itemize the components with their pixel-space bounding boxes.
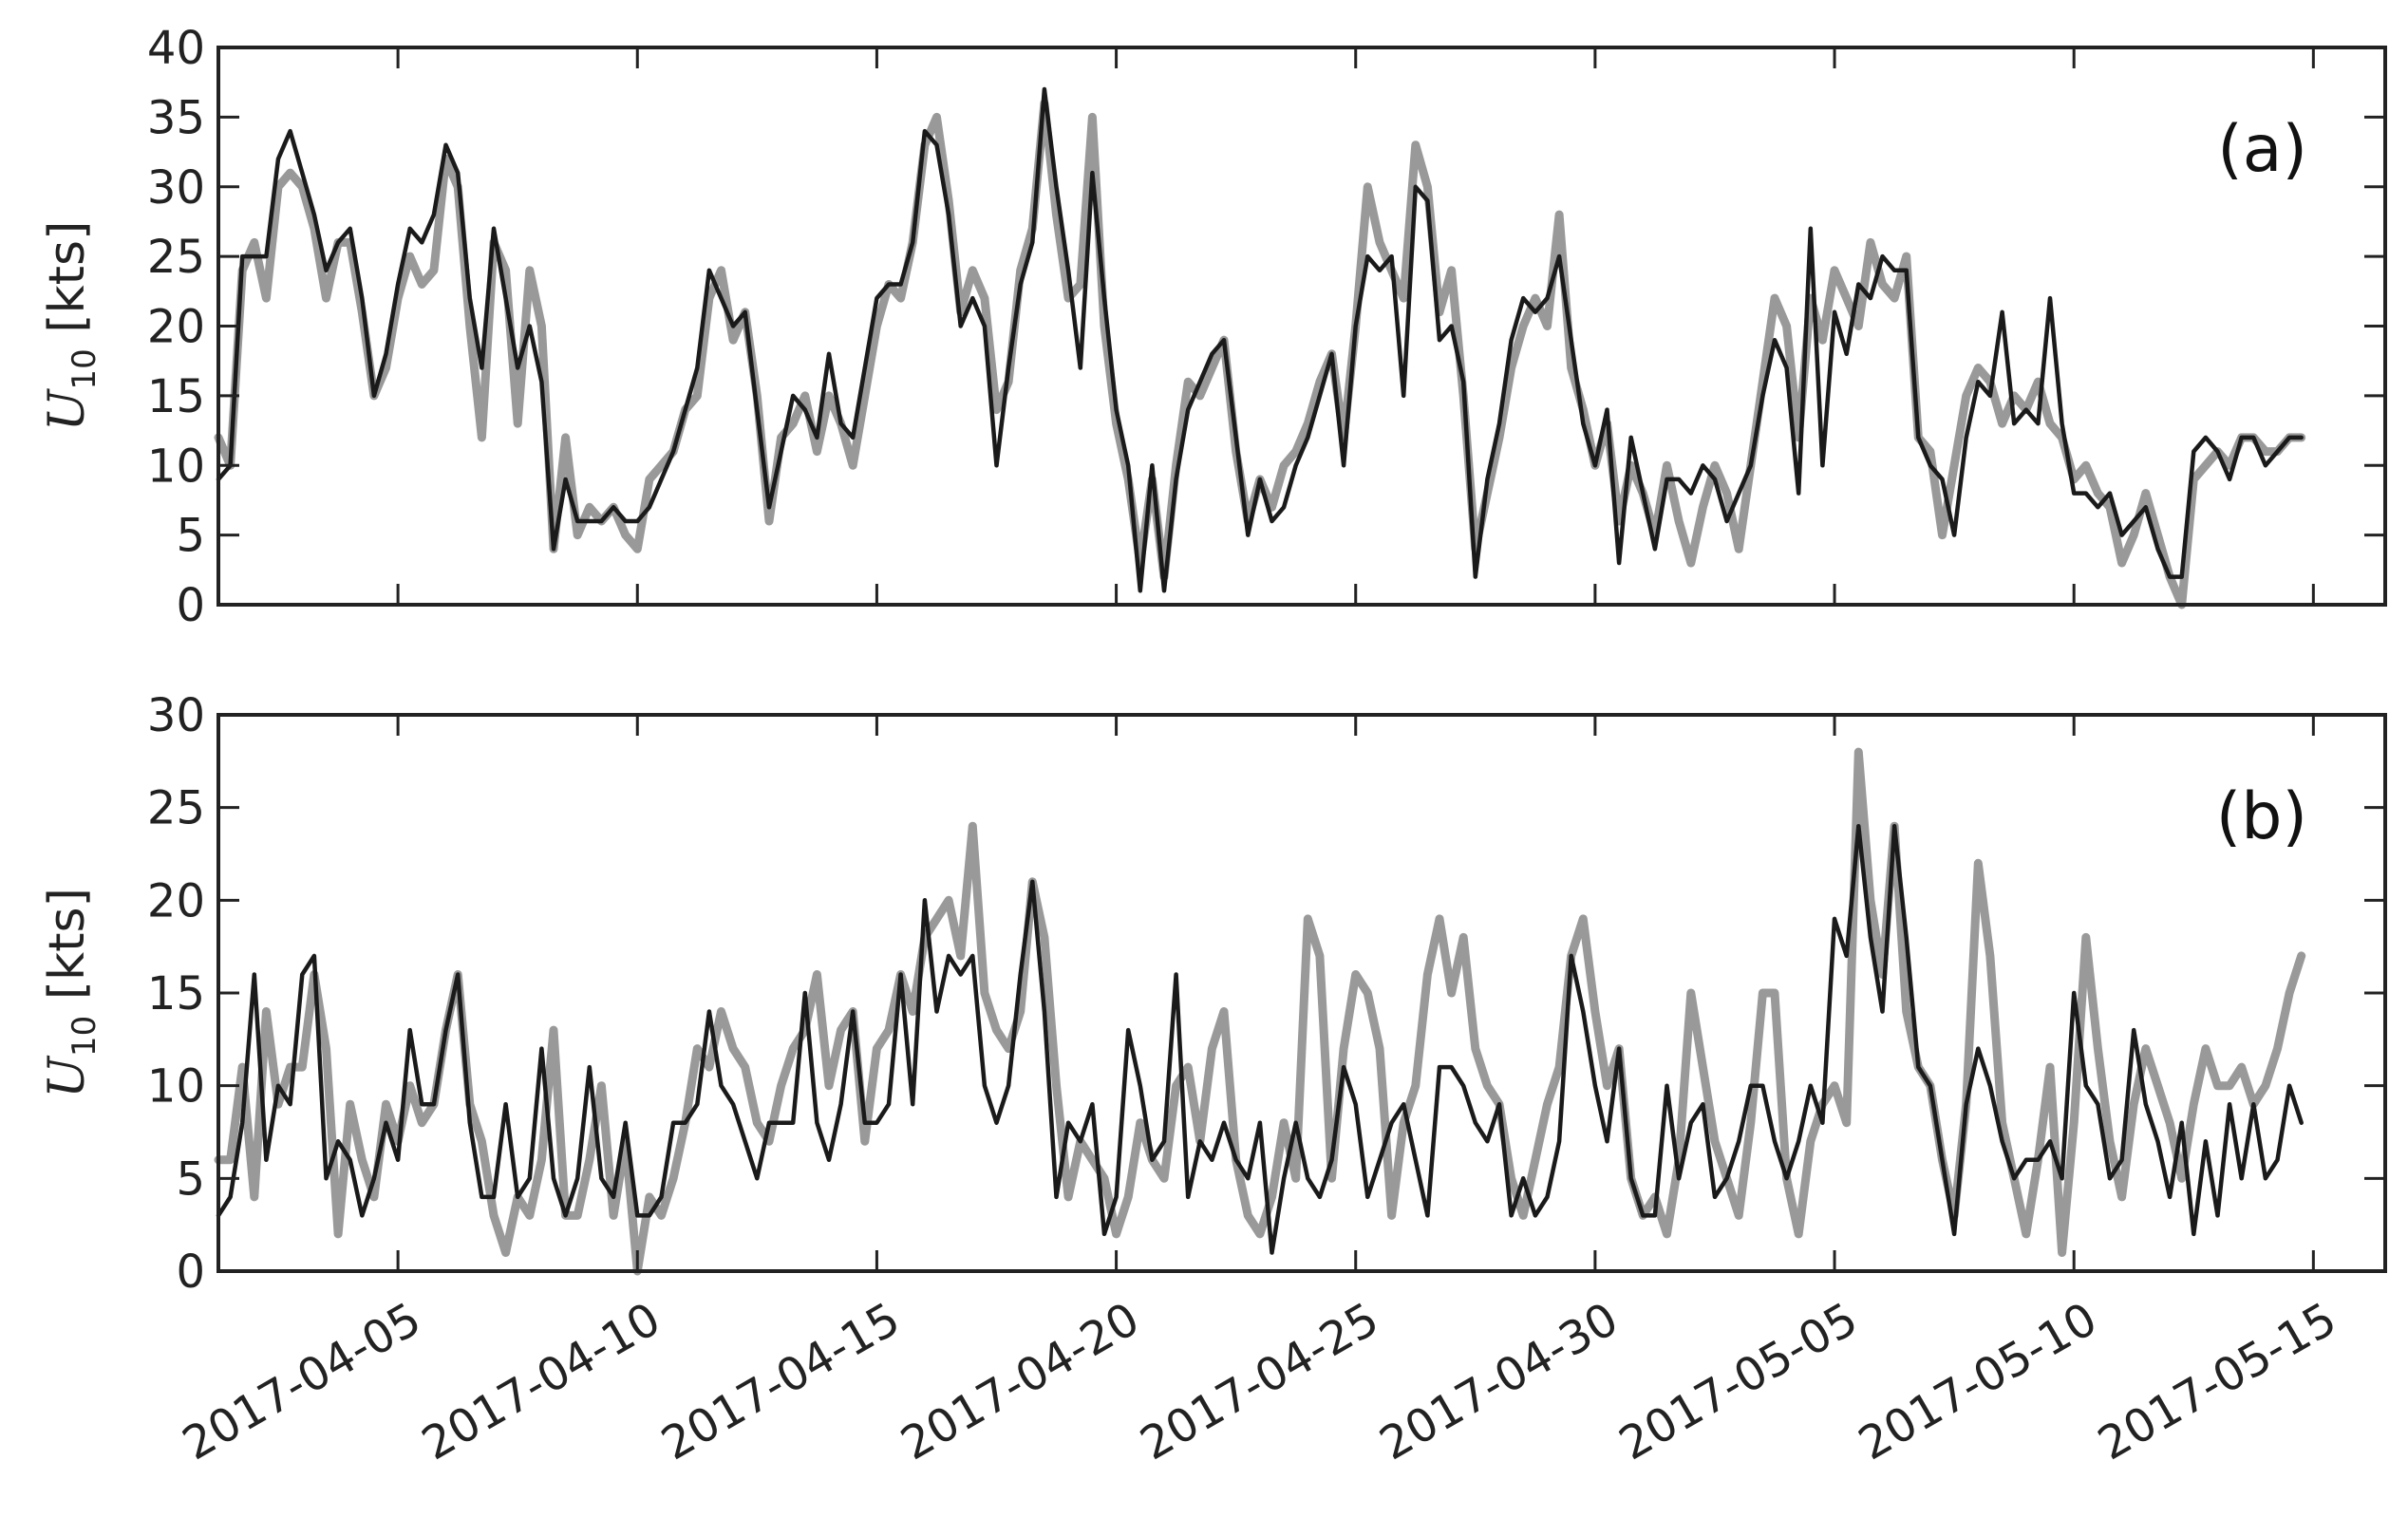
y-axis-label: U10 [kts] (39, 221, 103, 432)
series-line-gray (214, 99, 2306, 609)
x-tick-label: 2017-05-10 (1850, 1292, 2106, 1470)
panel-a: 0 5 10 15 20 25 30 35 40 U10 [kts] (a) (39, 22, 2387, 632)
y-tick-label: 10 (147, 1060, 205, 1114)
y-axis-label: U10 [kts] (39, 888, 103, 1098)
x-axis-tick-labels: 2017-04-052017-04-102017-04-152017-04-20… (174, 1292, 2345, 1470)
y-tick-label: 20 (147, 874, 205, 927)
x-tick-label: 2017-04-10 (413, 1292, 669, 1470)
y-tick-label: 25 (147, 231, 205, 284)
series-line-black (216, 86, 2304, 593)
panel-label: (b) (2216, 779, 2307, 854)
y-tick-label: 5 (176, 510, 205, 563)
x-tick-label: 2017-05-15 (2089, 1292, 2345, 1470)
x-tick-label: 2017-04-15 (652, 1292, 909, 1470)
panel-b: 0 5 10 15 20 25 30 U10 [kts] (b) (39, 689, 2387, 1299)
y-tick-label: 40 (147, 22, 205, 75)
y-tick-label: 30 (147, 161, 205, 215)
y-tick-label: 15 (147, 370, 205, 423)
panel-label: (a) (2217, 112, 2307, 187)
series-line-gray (214, 747, 2306, 1276)
series-line-black (216, 823, 2304, 1255)
x-tick-label: 2017-04-05 (174, 1292, 430, 1470)
y-tick-label: 15 (147, 967, 205, 1021)
y-tick-label: 0 (176, 1245, 205, 1299)
y-tick-label: 5 (176, 1152, 205, 1206)
x-tick-label: 2017-04-30 (1371, 1292, 1627, 1470)
y-tick-label: 20 (147, 301, 205, 354)
y-tick-label: 35 (147, 91, 205, 144)
y-tick-label: 10 (147, 440, 205, 493)
x-tick-label: 2017-04-20 (893, 1292, 1149, 1470)
y-tick-label: 0 (176, 579, 205, 632)
x-tick-label: 2017-05-05 (1610, 1292, 1867, 1470)
y-tick-label: 30 (147, 689, 205, 742)
y-tick-label: 25 (147, 782, 205, 835)
x-tick-label: 2017-04-25 (1132, 1292, 1388, 1470)
